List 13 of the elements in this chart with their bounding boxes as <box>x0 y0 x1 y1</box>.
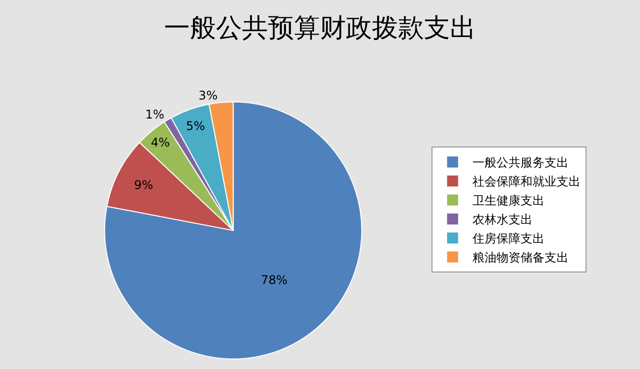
legend-label: 粮油物资储备支出 <box>472 250 569 265</box>
legend-label: 社会保障和就业支出 <box>472 174 581 189</box>
data-label: 4% <box>150 135 170 150</box>
legend-label: 住房保障支出 <box>472 232 545 246</box>
data-label: 78% <box>260 272 288 287</box>
data-label: 9% <box>134 178 154 192</box>
data-label: 5% <box>186 118 206 133</box>
chart-title: 一般公共预算财政拨款支出 <box>164 14 476 44</box>
data-label: 1% <box>145 108 164 122</box>
legend-label: 农林水支出 <box>472 212 533 227</box>
legend-label: 卫生健康支出 <box>472 194 545 208</box>
legend-label: 一般公共服务支出 <box>472 156 569 170</box>
data-label: 3% <box>198 88 218 102</box>
